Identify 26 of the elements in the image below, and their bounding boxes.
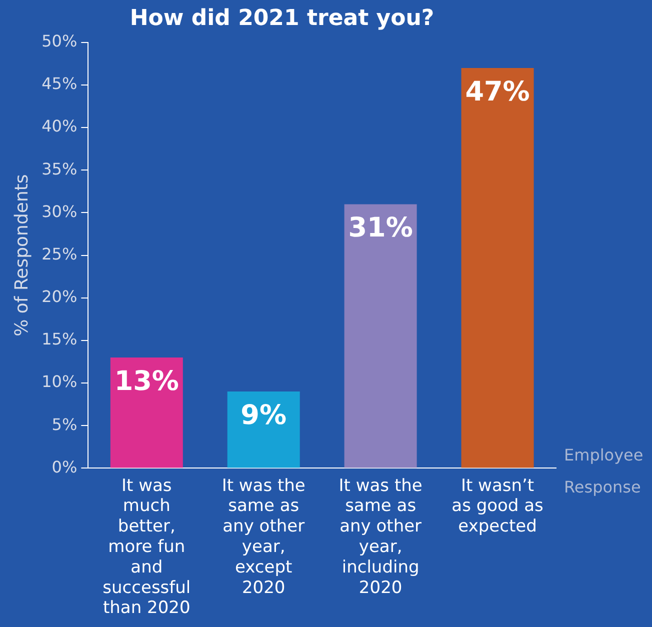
y-tick-label: 15% [42,330,78,349]
x-tick-label: It was much better, more fun and successful than 2020 [102,476,191,618]
y-tick-label: 45% [42,74,78,94]
y-tick-label: 50% [42,32,78,51]
data-label: 9% [240,400,287,432]
y-tick-label: 40% [42,116,78,136]
bar [110,357,183,468]
x-tick-label: It wasn’t as good as expected [452,476,544,537]
data-label: 47% [465,76,530,108]
bar [461,68,534,468]
y-tick-label: 30% [42,202,78,221]
data-label: 31% [348,212,413,244]
x-axis-title: Employee Response [564,445,644,496]
y-tick-label: 10% [42,372,78,392]
chart-title: How did 2021 treat you? [130,6,434,31]
x-tick-label: It was the same as any other year, except 2020 [222,476,306,598]
y-tick-label: 25% [42,244,78,264]
bar [227,392,300,468]
x-tick-label: It was the same as any other year, including 2020 [338,476,422,598]
data-label: 13% [114,366,179,398]
y-axis-title: % of Respondents [11,174,32,336]
y-tick-label: 0% [52,457,78,476]
bar [344,204,417,468]
y-tick-label: 5% [52,414,78,434]
y-tick-label: 20% [42,287,78,306]
y-tick-label: 35% [42,159,78,178]
